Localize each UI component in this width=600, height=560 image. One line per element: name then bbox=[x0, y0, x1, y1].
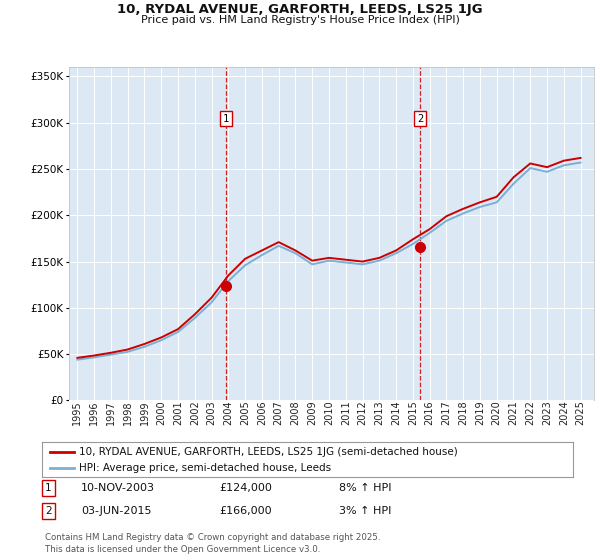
Text: 2010: 2010 bbox=[324, 400, 334, 425]
Text: 2024: 2024 bbox=[559, 400, 569, 425]
Text: 2005: 2005 bbox=[240, 400, 250, 425]
Text: 1998: 1998 bbox=[123, 400, 133, 425]
Text: HPI: Average price, semi-detached house, Leeds: HPI: Average price, semi-detached house,… bbox=[79, 464, 331, 473]
Text: 2012: 2012 bbox=[358, 400, 368, 425]
Text: 2: 2 bbox=[417, 114, 423, 124]
Text: 2020: 2020 bbox=[492, 400, 502, 425]
Text: 2013: 2013 bbox=[374, 400, 385, 425]
Text: Contains HM Land Registry data © Crown copyright and database right 2025.
This d: Contains HM Land Registry data © Crown c… bbox=[45, 533, 380, 554]
Text: 2011: 2011 bbox=[341, 400, 351, 425]
Text: 2014: 2014 bbox=[391, 400, 401, 425]
Text: 2006: 2006 bbox=[257, 400, 267, 425]
Text: 2007: 2007 bbox=[274, 400, 284, 425]
Text: 03-JUN-2015: 03-JUN-2015 bbox=[81, 506, 151, 516]
Text: 2023: 2023 bbox=[542, 400, 552, 425]
Text: 2001: 2001 bbox=[173, 400, 183, 425]
Text: 2004: 2004 bbox=[223, 400, 233, 425]
Text: 1: 1 bbox=[223, 114, 229, 124]
Text: 2015: 2015 bbox=[408, 400, 418, 425]
Text: 10, RYDAL AVENUE, GARFORTH, LEEDS, LS25 1JG: 10, RYDAL AVENUE, GARFORTH, LEEDS, LS25 … bbox=[117, 3, 483, 16]
Text: 2008: 2008 bbox=[290, 400, 301, 425]
Text: £124,000: £124,000 bbox=[219, 483, 272, 493]
Text: 8% ↑ HPI: 8% ↑ HPI bbox=[339, 483, 391, 493]
Text: 1995: 1995 bbox=[73, 400, 82, 425]
Text: 1996: 1996 bbox=[89, 400, 99, 425]
Text: 2025: 2025 bbox=[575, 400, 586, 425]
Text: Price paid vs. HM Land Registry's House Price Index (HPI): Price paid vs. HM Land Registry's House … bbox=[140, 15, 460, 25]
Text: 2016: 2016 bbox=[425, 400, 434, 425]
Text: 1: 1 bbox=[45, 483, 52, 493]
Text: 2002: 2002 bbox=[190, 400, 200, 425]
Text: 3% ↑ HPI: 3% ↑ HPI bbox=[339, 506, 391, 516]
Text: 2021: 2021 bbox=[508, 400, 518, 425]
Text: 10-NOV-2003: 10-NOV-2003 bbox=[81, 483, 155, 493]
Text: 2: 2 bbox=[45, 506, 52, 516]
Text: £166,000: £166,000 bbox=[219, 506, 272, 516]
Text: 2019: 2019 bbox=[475, 400, 485, 425]
Text: 2018: 2018 bbox=[458, 400, 468, 425]
Text: 2003: 2003 bbox=[206, 400, 217, 425]
Text: 1999: 1999 bbox=[139, 400, 149, 425]
Text: 2017: 2017 bbox=[442, 400, 451, 425]
Text: 2000: 2000 bbox=[156, 400, 166, 425]
Text: 1997: 1997 bbox=[106, 400, 116, 425]
Text: 2009: 2009 bbox=[307, 400, 317, 425]
Text: 2022: 2022 bbox=[525, 400, 535, 425]
Text: 10, RYDAL AVENUE, GARFORTH, LEEDS, LS25 1JG (semi-detached house): 10, RYDAL AVENUE, GARFORTH, LEEDS, LS25 … bbox=[79, 447, 458, 457]
